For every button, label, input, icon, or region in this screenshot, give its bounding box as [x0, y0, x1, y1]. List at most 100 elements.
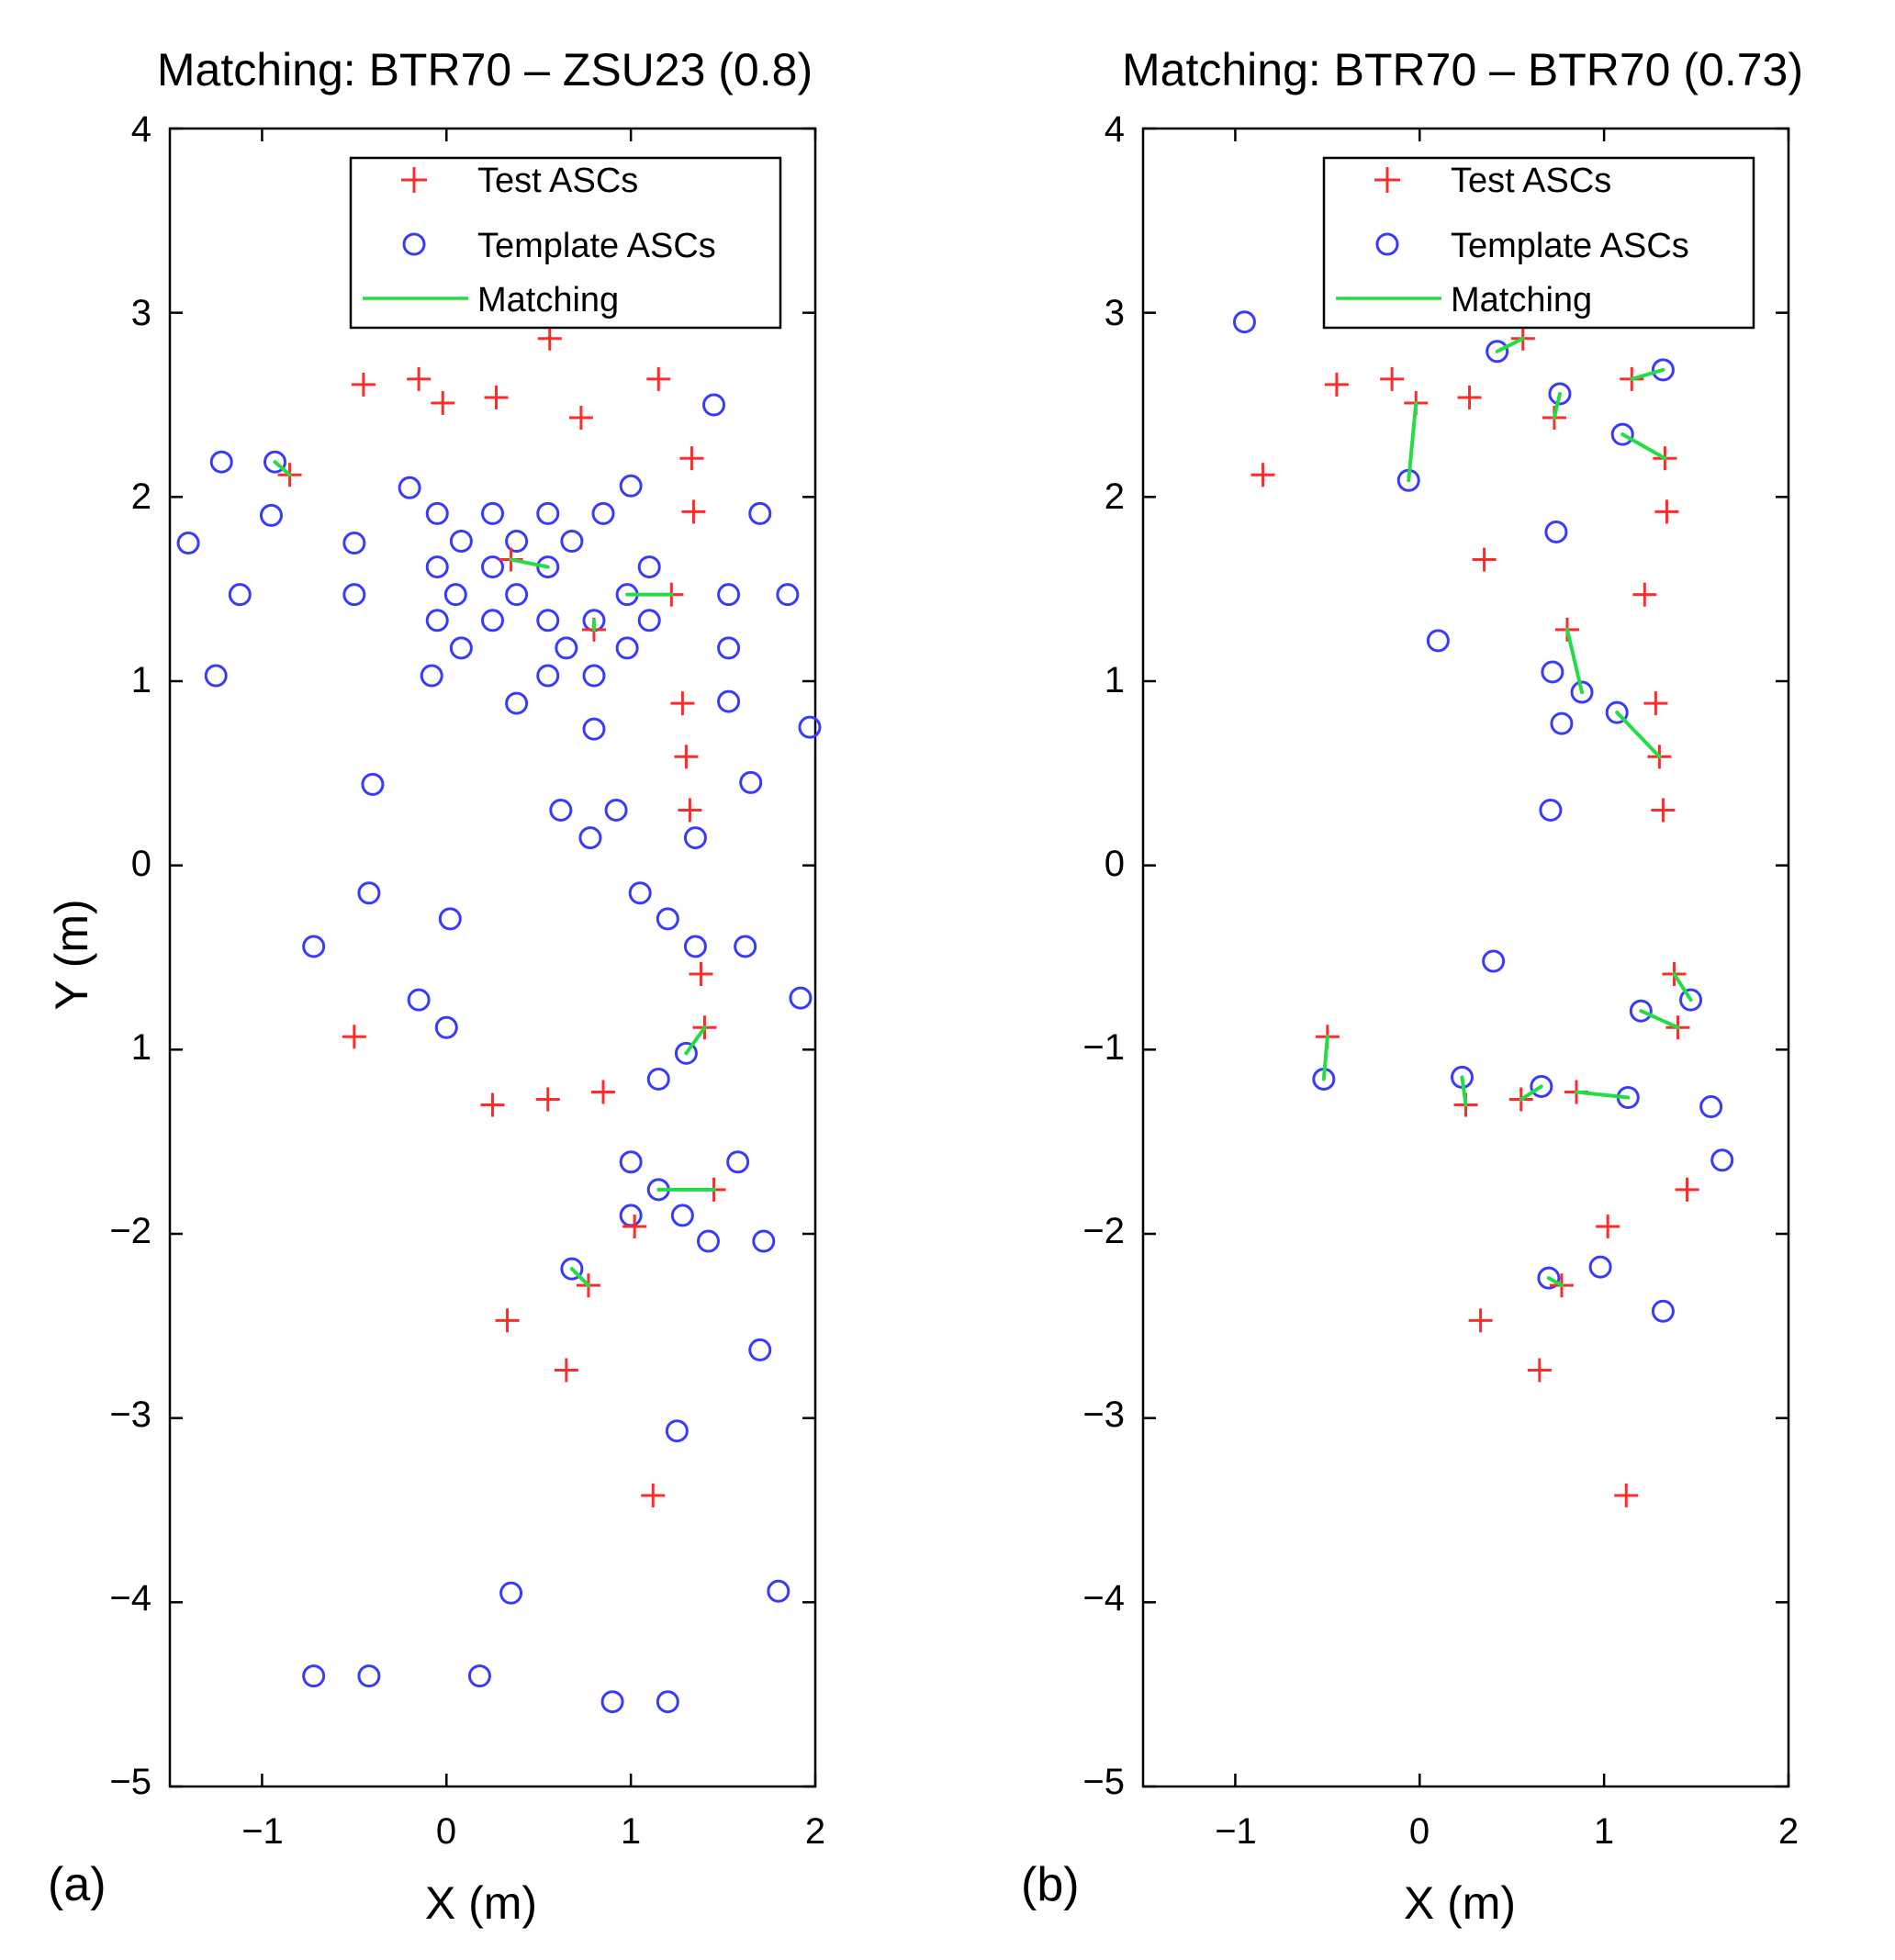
test-asc-point [674, 745, 699, 769]
legend-label-matching: Matching [1451, 281, 1592, 319]
template-asc-point [600, 1690, 624, 1714]
panel-b-xtick-label: 1 [1594, 1811, 1614, 1852]
legend-label-template: Template ASCs [1451, 227, 1689, 265]
template-asc-point [420, 664, 443, 688]
legend-marker-circle [1375, 232, 1399, 256]
template-asc-point [1570, 680, 1594, 704]
template-asc-point [505, 529, 529, 553]
template-asc-point [449, 636, 473, 660]
template-asc-point [1530, 1074, 1553, 1098]
test-asc-point [1468, 1308, 1493, 1333]
matching-line [569, 1267, 590, 1288]
template-asc-point [443, 583, 467, 607]
template-asc-point [748, 1338, 772, 1361]
panel-a-ytick-label: −5 [109, 1762, 151, 1802]
test-asc-point [641, 1483, 666, 1507]
template-asc-point [578, 826, 602, 850]
matching-line [273, 460, 292, 477]
template-asc-point [1651, 358, 1675, 382]
matching-line [1552, 391, 1562, 420]
panel-a-y-ticks: 4 3 2 1 0 0 1 −2 −3 −4 −5 [109, 109, 151, 1802]
matching-line [1546, 1276, 1564, 1288]
template-asc-point [619, 474, 643, 498]
template-asc-point [1629, 999, 1653, 1023]
template-asc-point [1550, 711, 1574, 735]
test-asc-point [535, 1087, 560, 1112]
panel-a-xtick-label: −1 [241, 1811, 284, 1852]
panel-b-ytick-label: 3 [1104, 293, 1125, 333]
test-asc-point [646, 366, 671, 391]
template-asc-point [481, 609, 504, 633]
template-asc-point [1679, 988, 1703, 1012]
template-asc-point [505, 691, 529, 715]
legend-marker-plus [1374, 167, 1400, 193]
matching-line [1495, 336, 1525, 353]
panel-a-legend: Test ASCs Template ASCs Matching [349, 156, 782, 330]
panel-a-ytick-label: −4 [109, 1578, 151, 1618]
template-asc-point [549, 798, 573, 822]
template-asc-point [425, 555, 449, 579]
template-asc-point [536, 609, 560, 633]
panel-b-ytick-label: −4 [1082, 1578, 1125, 1618]
matching-line [1630, 367, 1665, 381]
template-asc-point [697, 1229, 721, 1253]
panel-b-ytick-label: 1 [1104, 660, 1125, 700]
panel-a-ytick-label: −3 [109, 1394, 151, 1435]
test-asc-point [1632, 582, 1657, 607]
test-asc-point [1596, 1214, 1620, 1238]
template-asc-point [560, 529, 584, 553]
template-asc-point [536, 664, 560, 688]
template-asc-point [204, 664, 228, 688]
template-asc-point [789, 986, 813, 1010]
template-asc-point [467, 1664, 491, 1688]
test-asc-point [1651, 798, 1676, 823]
template-asc-point [1544, 520, 1568, 543]
panel-a-ytick-label: 2 [131, 476, 151, 517]
matching-line [1575, 1090, 1631, 1100]
test-asc-point [495, 1308, 520, 1333]
template-asc-point [1232, 310, 1256, 334]
panel-a-marks [170, 127, 822, 1788]
panel-a-ytick-label: 1 [131, 660, 151, 700]
matching-line [1460, 1075, 1468, 1107]
panel-a: Matching: BTR70 – ZSU23 (0.8) 4 3 2 1 0 … [46, 44, 825, 1929]
template-asc-point [752, 1229, 776, 1253]
panel-b-ytick-label: 2 [1104, 476, 1125, 517]
template-asc-point [555, 636, 578, 660]
template-asc-point [536, 555, 560, 579]
panel-a-ytick-label: −2 [109, 1211, 151, 1251]
legend-marker-circle [402, 232, 426, 256]
test-asc-point [1675, 1177, 1699, 1202]
panel-a-y-axis-label: Y (m) [46, 899, 97, 1010]
test-asc-point [1324, 372, 1349, 397]
test-asc-point [342, 1025, 366, 1049]
template-asc-point [302, 935, 326, 958]
template-asc-point [717, 689, 741, 713]
panel-b-plot-frame [1141, 127, 1790, 1788]
template-asc-point [591, 501, 615, 525]
panel-a-ytick-label: 4 [131, 109, 151, 150]
template-asc-point [1651, 1299, 1675, 1323]
template-asc-point [176, 532, 200, 554]
panel-a-x-ticks: −1 0 1 2 [241, 1811, 825, 1852]
panel-b: Matching: BTR70 – BTR70 (0.73) 4 3 2 1 0… [1021, 44, 1803, 1929]
test-asc-point [591, 1080, 616, 1104]
template-asc-point [438, 907, 462, 931]
panel-a-xtick-label: 2 [805, 1811, 825, 1852]
panel-b-x-axis-label: X (m) [1404, 1877, 1516, 1929]
panel-a-label: (a) [48, 1858, 107, 1911]
template-asc-point [683, 935, 707, 958]
template-asc-point [1710, 1148, 1734, 1172]
panel-a-ytick-label: 0 [131, 844, 151, 884]
panel-b-legend: Test ASCs Template ASCs Matching [1322, 156, 1755, 330]
template-asc-point [302, 1664, 326, 1688]
template-asc-point [1548, 382, 1572, 406]
matching-line [1519, 1084, 1543, 1102]
template-asc-point [637, 609, 661, 633]
test-asc-point [480, 1092, 505, 1117]
template-asc-point [582, 664, 606, 688]
template-asc-point [674, 1041, 698, 1065]
test-asc-point [1250, 463, 1275, 487]
test-asc-point [1380, 366, 1405, 391]
template-asc-point [357, 881, 381, 905]
